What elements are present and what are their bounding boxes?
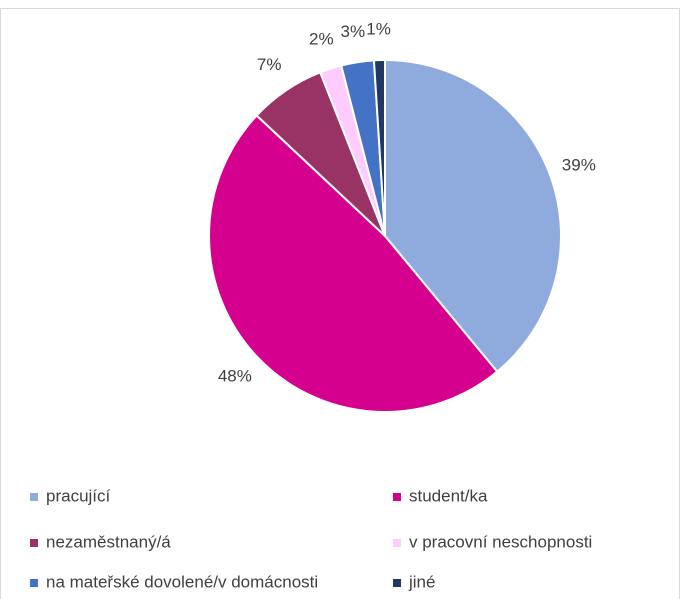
- data-label: 1%: [366, 20, 391, 39]
- legend-swatch: [393, 493, 401, 501]
- pie-slice: [208, 114, 499, 413]
- legend-swatch: [30, 579, 38, 587]
- legend-label: pracující: [46, 486, 111, 505]
- data-label: 2%: [309, 30, 334, 49]
- legend-swatch: [30, 493, 38, 501]
- data-label: 3%: [340, 22, 365, 41]
- data-label: 48%: [218, 367, 252, 386]
- legend-swatch: [393, 579, 401, 587]
- legend-label: jiné: [408, 572, 435, 591]
- data-label: 39%: [562, 156, 596, 175]
- legend-label: v pracovní neschopnosti: [409, 532, 592, 551]
- legend-label: nezaměstnaný/á: [46, 532, 171, 551]
- legend-swatch: [393, 539, 401, 547]
- pie-slice: [372, 58, 386, 237]
- legend-label: student/ka: [409, 486, 488, 505]
- pie-slice: [384, 58, 562, 374]
- data-label: 7%: [257, 55, 282, 74]
- legend-label: na mateřské dovolené/v domácnosti: [46, 572, 318, 591]
- legend-swatch: [30, 539, 38, 547]
